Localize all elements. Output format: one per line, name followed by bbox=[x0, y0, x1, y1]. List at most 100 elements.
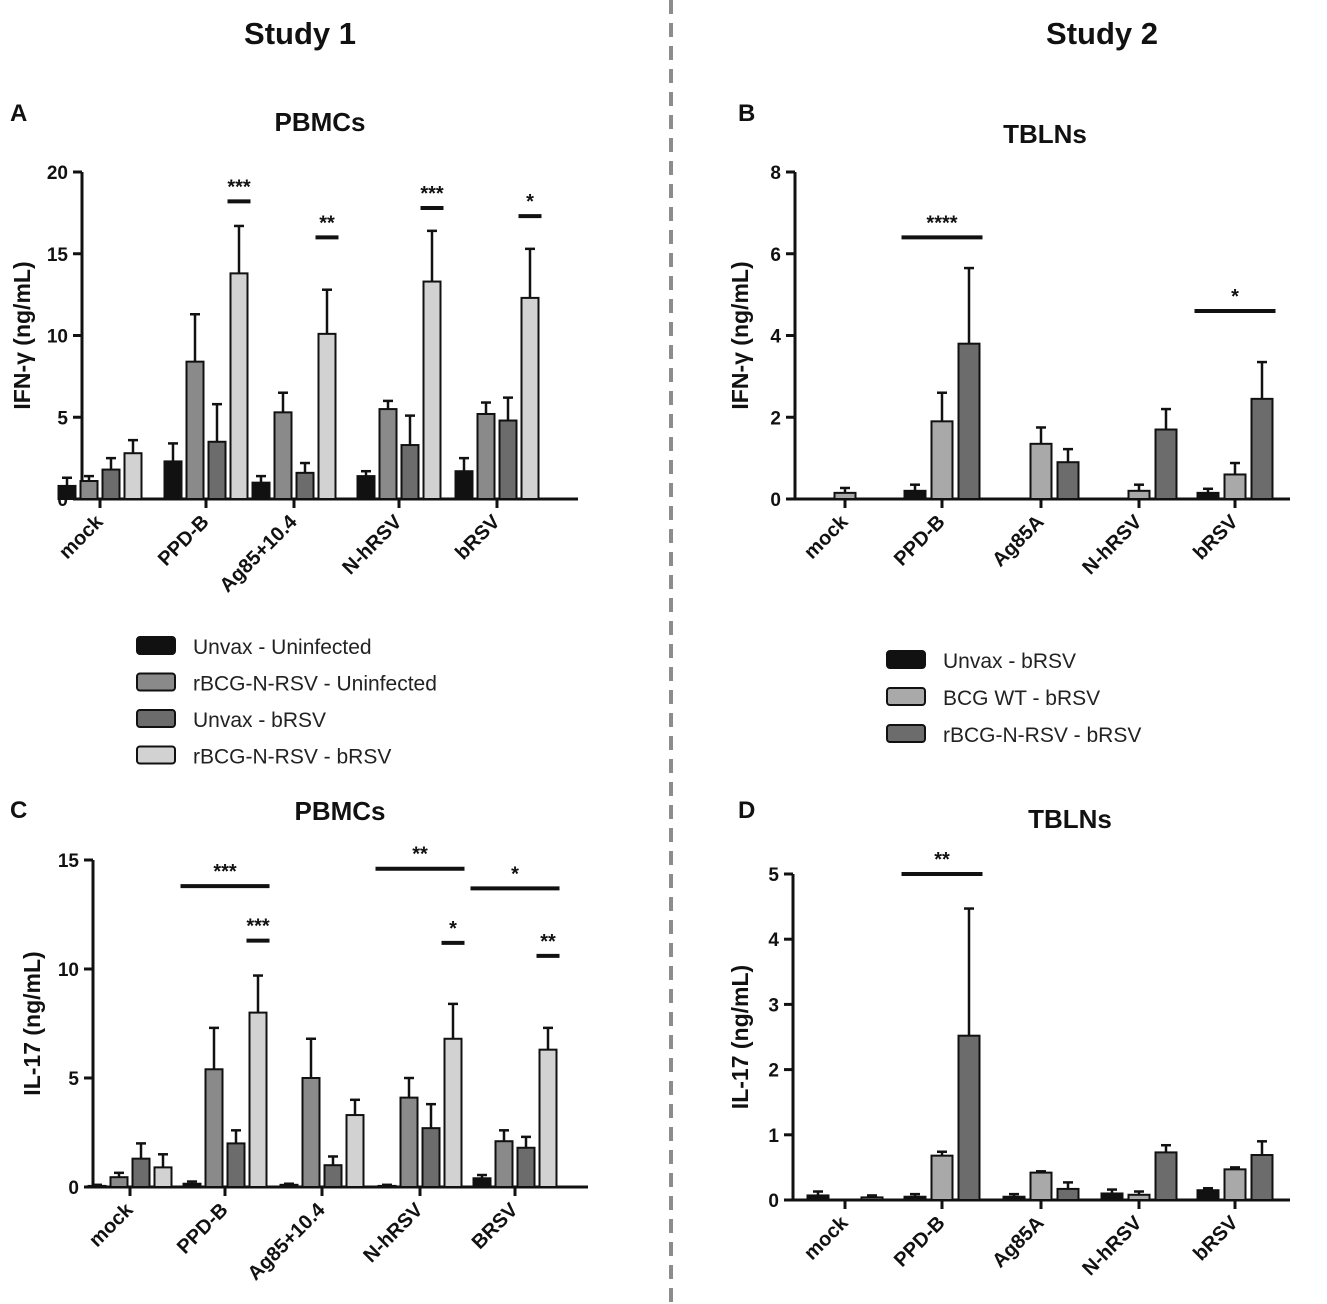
bar bbox=[377, 1184, 397, 1189]
legend-swatch bbox=[136, 745, 176, 765]
y-axis-label: IFN-γ (ng/mL) bbox=[9, 261, 35, 409]
bar bbox=[57, 484, 77, 501]
bar bbox=[498, 419, 518, 500]
x-tick-label: N-hRSV bbox=[338, 511, 407, 580]
x-tick-label: mock bbox=[55, 510, 108, 563]
x-tick-label: mock bbox=[800, 510, 853, 563]
legend-swatch bbox=[886, 650, 926, 669]
legend-label: BCG WT - bRSV bbox=[943, 687, 1100, 710]
bar bbox=[123, 452, 143, 500]
chart-title: PBMCs bbox=[294, 796, 385, 826]
chart-il17-tblns: TBLNs IL-17 (ng/mL) 0 1 2 3 4 5 mock PPD-B Ag85A N-… bbox=[727, 804, 1290, 1280]
bar bbox=[279, 1183, 299, 1188]
y-tick-label: 15 bbox=[58, 851, 80, 872]
bar bbox=[1029, 442, 1053, 501]
x-tick-label: Ag85A bbox=[988, 511, 1048, 571]
x-tick-label: bRSV bbox=[1189, 511, 1243, 565]
x-tick-label: mock bbox=[800, 1211, 853, 1264]
bar bbox=[295, 471, 315, 500]
panel-letter-b: B bbox=[738, 100, 755, 127]
y-tick-label: 2 bbox=[768, 1061, 779, 1082]
significance-label: * bbox=[526, 191, 534, 213]
y-tick-label: 5 bbox=[768, 865, 779, 886]
legend-study1: Unvax - Uninfected rBCG-N-RSV - Uninfecte… bbox=[136, 636, 437, 769]
x-tick-label: Ag85A bbox=[988, 1212, 1048, 1272]
bar bbox=[806, 1194, 830, 1202]
bar bbox=[494, 1140, 514, 1188]
y-axis-label: IL-17 (ng/mL) bbox=[727, 965, 753, 1109]
bar bbox=[79, 480, 99, 501]
x-tick-label: PPD-B bbox=[154, 511, 214, 571]
legend-label: rBCG-N-RSV - bRSV bbox=[943, 724, 1141, 747]
bar bbox=[1127, 1193, 1151, 1202]
significance-label: *** bbox=[246, 916, 270, 938]
bar bbox=[87, 1184, 107, 1189]
legend-label: Unvax - Uninfected bbox=[193, 636, 372, 659]
legend-swatch bbox=[136, 672, 176, 692]
x-tick-label: mock bbox=[85, 1198, 138, 1251]
y-tick-label: 4 bbox=[768, 930, 779, 951]
bar bbox=[301, 1077, 321, 1188]
y-tick-label: 10 bbox=[58, 960, 79, 981]
bar bbox=[1029, 1171, 1053, 1201]
chart-title: PBMCs bbox=[274, 107, 365, 137]
significance-label: * bbox=[449, 918, 457, 940]
y-tick-label: 1 bbox=[768, 1126, 779, 1147]
y-tick-label: 8 bbox=[770, 163, 781, 184]
y-tick-label: 0 bbox=[68, 1178, 79, 1199]
y-tick-label: 2 bbox=[770, 408, 781, 429]
legend-label: Unvax - bRSV bbox=[943, 650, 1076, 673]
x-tick-label: PPD-B bbox=[173, 1199, 233, 1259]
bar bbox=[903, 1195, 927, 1201]
bar bbox=[1127, 489, 1151, 501]
bar bbox=[248, 1011, 268, 1188]
bar bbox=[204, 1068, 224, 1189]
panel-letter-a: A bbox=[10, 100, 27, 127]
bar bbox=[273, 411, 293, 500]
bar bbox=[1100, 1192, 1124, 1201]
x-tick-label: PPD-B bbox=[890, 1212, 950, 1272]
y-tick-label: 0 bbox=[768, 1191, 779, 1212]
y-tick-label: 5 bbox=[68, 1069, 79, 1090]
bar bbox=[1196, 1189, 1220, 1201]
y-tick-label: 15 bbox=[47, 245, 69, 266]
bar bbox=[207, 440, 227, 500]
bar bbox=[345, 1114, 365, 1189]
y-tick-label: 20 bbox=[47, 163, 68, 184]
bar bbox=[1196, 491, 1220, 500]
y-tick-label: 5 bbox=[57, 408, 68, 429]
bar bbox=[903, 489, 927, 501]
x-tick-label: N-hRSV bbox=[359, 1199, 428, 1268]
significance-label: ** bbox=[934, 849, 950, 871]
y-tick-label: 3 bbox=[768, 995, 779, 1016]
bar bbox=[1056, 461, 1080, 500]
bar bbox=[163, 460, 183, 500]
bar bbox=[229, 272, 249, 500]
bar bbox=[185, 360, 205, 500]
legend-swatch bbox=[886, 724, 926, 743]
x-tick-label: PPD-B bbox=[890, 511, 950, 571]
x-tick-label: Ag85+10.4 bbox=[244, 1198, 331, 1285]
bar bbox=[1223, 1168, 1247, 1201]
x-tick-label: N-hRSV bbox=[1078, 511, 1147, 580]
legend-label: rBCG-N-RSV - Uninfected bbox=[193, 673, 437, 696]
x-tick-label: BRSV bbox=[468, 1199, 523, 1254]
legend-swatch bbox=[136, 636, 176, 655]
bar bbox=[378, 408, 398, 501]
bar bbox=[957, 342, 981, 500]
bar bbox=[930, 1154, 954, 1201]
bar bbox=[400, 444, 420, 501]
x-tick-label: Ag85+10.4 bbox=[216, 510, 303, 597]
y-tick-label: 6 bbox=[770, 245, 781, 266]
bar bbox=[957, 1034, 981, 1202]
bar bbox=[476, 412, 496, 501]
chart-ifn-tblns: TBLNs IFN-γ (ng/mL) 0 2 4 6 8 mock PPD-B Ag85A N-h… bbox=[727, 119, 1290, 579]
significance-label: ** bbox=[540, 931, 556, 953]
significance-label: *** bbox=[227, 176, 251, 198]
significance-label: *** bbox=[420, 183, 444, 205]
legend-label: Unvax - bRSV bbox=[193, 709, 326, 732]
x-tick-label: bRSV bbox=[1189, 1212, 1243, 1266]
bar bbox=[153, 1166, 173, 1189]
y-tick-label: 0 bbox=[770, 490, 781, 511]
bar bbox=[538, 1048, 558, 1189]
